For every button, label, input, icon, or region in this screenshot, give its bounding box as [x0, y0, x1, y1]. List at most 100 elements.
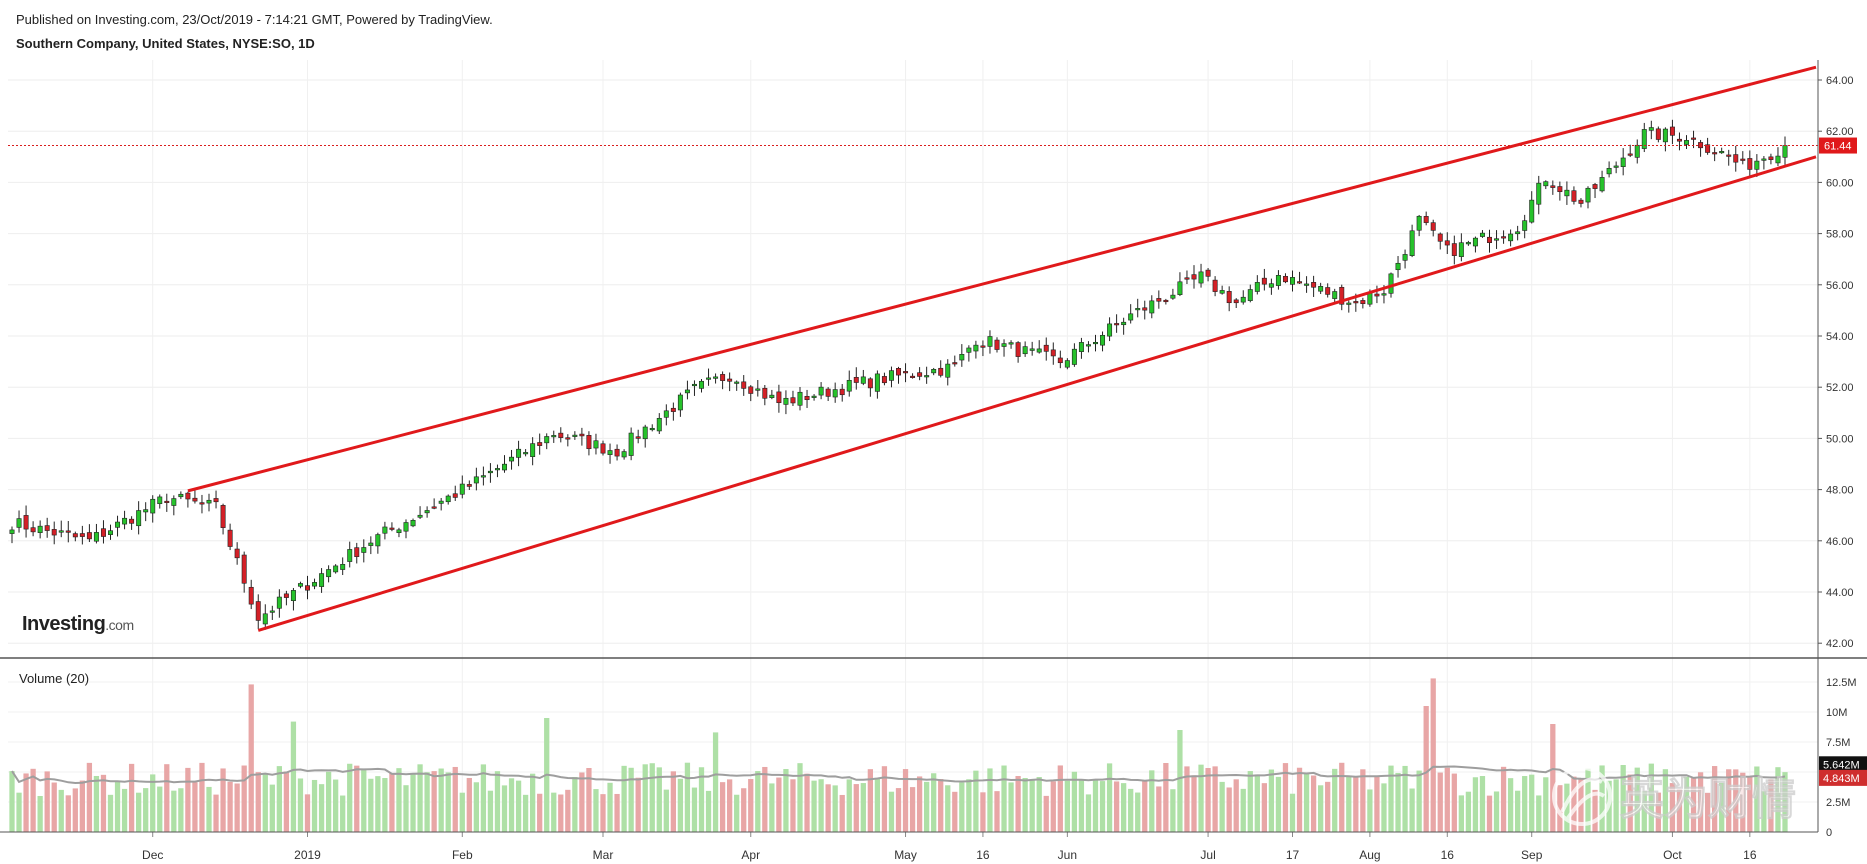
candle [312, 578, 318, 590]
date-tick-label: May [894, 848, 917, 862]
volume-bar [579, 772, 585, 832]
volume-bar [1261, 783, 1267, 832]
candle [1022, 341, 1028, 357]
date-tick-label: Sep [1521, 848, 1543, 862]
candle [727, 372, 733, 392]
candle [466, 480, 472, 490]
candle [994, 337, 1000, 353]
volume-bar [1254, 774, 1260, 832]
volume-bar [1332, 768, 1338, 832]
volume-bar [607, 782, 613, 832]
volume-bar [276, 766, 282, 832]
volume-bar [846, 779, 852, 832]
volume-bar [931, 773, 937, 832]
volume-bar [1085, 794, 1092, 832]
volume-bar [424, 772, 430, 832]
volume-bar [417, 764, 423, 832]
volume-bar [1493, 791, 1500, 832]
candle [157, 494, 163, 509]
volume-bar [220, 768, 226, 832]
volume-bar [1571, 776, 1577, 832]
volume-bar [227, 781, 233, 832]
lower-trend-line [257, 155, 1817, 632]
candle [558, 427, 564, 443]
volume-bar [1022, 778, 1028, 832]
volume-bar [1029, 780, 1035, 832]
candle [276, 589, 282, 618]
volume-bar [72, 788, 78, 832]
volume-value-tag [1819, 756, 1867, 773]
candle [255, 594, 261, 629]
candle [1726, 149, 1732, 166]
candle [389, 522, 395, 532]
candle [1064, 358, 1070, 370]
candle [1578, 198, 1584, 208]
volume-bar [1128, 788, 1134, 832]
candle [523, 449, 529, 457]
candle [1297, 271, 1303, 284]
candle [699, 379, 704, 393]
candle [1458, 233, 1464, 262]
candle [1121, 317, 1127, 335]
volume-bar [1536, 795, 1542, 832]
volume-bar [1557, 785, 1563, 832]
candle [227, 523, 233, 551]
candle [1599, 170, 1605, 193]
volume-bar [389, 772, 395, 832]
volume-bar [459, 792, 465, 832]
volume-bar [734, 794, 740, 832]
volume-bar [1704, 792, 1711, 832]
candle [530, 437, 536, 466]
volume-bar [1296, 767, 1303, 832]
candle [1676, 132, 1682, 151]
candle [1395, 256, 1401, 278]
volume-bar [16, 792, 22, 832]
volume-bar [262, 773, 268, 832]
candle [1669, 119, 1675, 145]
candle [1515, 225, 1521, 241]
volume-bar [297, 778, 304, 832]
volume-bar [1529, 774, 1535, 832]
candle [1078, 337, 1084, 359]
candle [1430, 219, 1436, 237]
volume-bar [973, 770, 979, 832]
candle [1029, 341, 1035, 356]
volume-bar [1106, 763, 1113, 832]
volume-tick-label: 12.5M [1826, 677, 1857, 689]
candle [150, 495, 156, 523]
candle [1290, 270, 1295, 292]
volume-bar [234, 783, 240, 832]
candle [234, 542, 240, 565]
volume-bar [952, 791, 958, 832]
candle [1191, 265, 1197, 289]
price-tick-label: 62.00 [1826, 126, 1854, 138]
date-tick-label: Apr [741, 848, 760, 862]
volume-bar [628, 767, 634, 832]
volume-bar [1641, 791, 1647, 832]
candle [1212, 276, 1218, 297]
price-tick-label: 56.00 [1826, 280, 1854, 292]
volume-bar [600, 794, 606, 832]
volume-bar [909, 787, 916, 832]
candle [762, 385, 768, 406]
candle [305, 575, 310, 600]
candle [1036, 340, 1042, 354]
candle [1782, 136, 1788, 165]
volume-bar [635, 777, 641, 832]
volume-bar [304, 794, 311, 832]
candle [734, 380, 740, 391]
volume-bar [1099, 781, 1106, 832]
volume-bar [1472, 777, 1479, 832]
volume-bar [966, 779, 972, 832]
volume-bar [1282, 763, 1289, 832]
volume-bar [1683, 776, 1690, 832]
volume-bar [206, 786, 212, 832]
candle [1768, 153, 1774, 165]
candle [283, 590, 289, 606]
price-tick-label: 42.00 [1826, 638, 1854, 650]
candle [1444, 232, 1450, 255]
candle [1529, 191, 1535, 224]
candle [136, 501, 142, 535]
candle [403, 519, 409, 539]
